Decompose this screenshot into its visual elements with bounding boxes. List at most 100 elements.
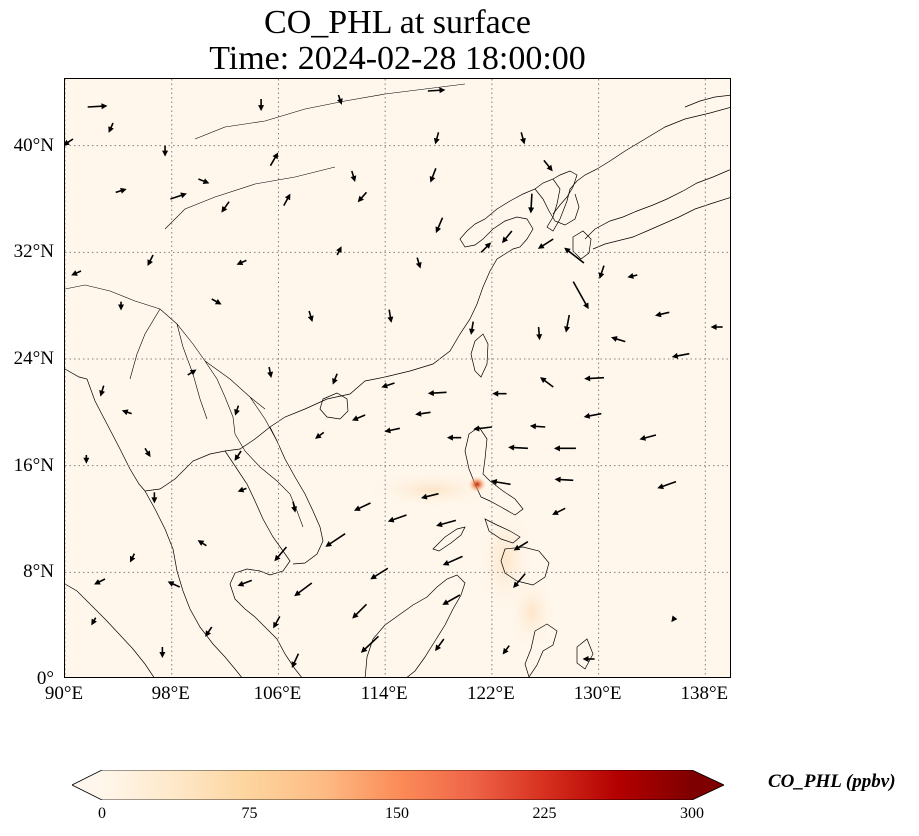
wind-vector (598, 265, 605, 279)
wind-vector (234, 405, 240, 416)
wind-vector (352, 603, 368, 619)
wind-vector (582, 656, 595, 662)
country-borders (65, 83, 466, 528)
wind-vector (187, 369, 197, 376)
wind-vector (118, 301, 125, 311)
wind-vector (473, 425, 492, 432)
wind-vector (492, 390, 507, 397)
wind-vector (537, 238, 554, 249)
korea-peninsula (552, 170, 578, 215)
wind-vector (357, 191, 368, 203)
gulf-thailand-coastline (224, 450, 302, 677)
wind-vector (639, 434, 657, 441)
lon-tick-label: 114°E (360, 683, 408, 704)
lon-tick-label: 98°E (151, 683, 190, 704)
co-plume-layer (361, 469, 557, 653)
wind-vector (584, 375, 604, 382)
wind-vector (420, 492, 439, 500)
wind-vector (387, 309, 394, 323)
wind-vector (627, 272, 638, 279)
wind-vector (115, 187, 127, 194)
wind-vector (350, 170, 357, 182)
wind-vector (427, 390, 447, 397)
colorbar-tick-label: 0 (98, 805, 106, 822)
wind-vector (121, 409, 132, 416)
co-hotspot-manila (468, 476, 487, 493)
colorbar (72, 770, 724, 800)
map-canvas (65, 79, 730, 677)
wind-vector (337, 94, 343, 105)
wind-vector (435, 217, 444, 234)
lat-tick-label: 16°N (13, 454, 54, 476)
wind-vector (162, 145, 169, 157)
wind-vector (671, 615, 678, 623)
wind-vector (387, 514, 407, 523)
wind-vector (508, 444, 528, 451)
wind-vector (167, 581, 181, 588)
wind-vector (258, 99, 265, 112)
wind-vector (415, 410, 431, 417)
wind-vector (332, 373, 338, 385)
wind-vector (436, 519, 457, 528)
wind-vector (197, 540, 207, 547)
colorbar-extend-max (692, 770, 724, 800)
wind-vector (415, 257, 422, 269)
lon-tick-label: 130°E (573, 683, 622, 704)
wind-vector (94, 578, 106, 585)
wind-vector (273, 615, 281, 629)
wind-vector (543, 159, 553, 172)
wind-vector (655, 311, 670, 318)
wind-vector (572, 281, 589, 310)
colorbar-tick-label: 300 (680, 805, 704, 822)
wind-vector (540, 377, 554, 388)
map-time-subtitle: Time: 2024-02-28 18:00:00 (209, 40, 586, 77)
korea-south-coast (534, 188, 580, 226)
lon-tick-label: 106°E (253, 683, 302, 704)
wind-vector (671, 352, 690, 359)
hokkaido-coast (684, 94, 730, 108)
wind-vector (307, 310, 314, 322)
wind-vector (564, 247, 585, 264)
wind-vector (427, 87, 446, 94)
kyushu-island (572, 230, 592, 260)
wind-vector (610, 336, 626, 343)
wind-vector (269, 152, 279, 167)
wind-vector (435, 638, 445, 652)
wind-vector (490, 479, 511, 486)
wind-vector (147, 254, 154, 266)
co-plume (361, 469, 502, 510)
co-hotspot-layer (468, 476, 487, 493)
wind-vector (99, 385, 105, 397)
wind-vector (71, 270, 82, 276)
honshu-south-coast (592, 197, 730, 250)
lat-tick-label: 40°N (13, 134, 54, 156)
colorbar-gradient (102, 770, 692, 800)
indochina-coastline (144, 490, 242, 677)
wind-vector (198, 178, 210, 184)
halmahera-island (576, 638, 594, 670)
lon-tick-label: 138°E (680, 683, 729, 704)
coastlines (65, 83, 730, 677)
map-title: CO_PHL at surface (264, 4, 531, 41)
wind-vector (360, 635, 380, 653)
colorbar-tick-label: 225 (532, 805, 557, 822)
co-plume (506, 572, 557, 653)
wind-vector (91, 617, 97, 626)
lat-tick-label: 0° (36, 668, 54, 689)
wind-vector (237, 486, 247, 493)
lat-tick-label: 32°N (13, 241, 54, 263)
colorbar-label: CO_PHL (ppbv) (768, 771, 896, 792)
wind-vector (267, 366, 274, 378)
wind-vector (429, 168, 437, 183)
colorbar-extend-min (72, 770, 102, 800)
wind-vector (351, 414, 366, 421)
wind-vector (353, 502, 371, 511)
wind-vector (554, 476, 574, 483)
wind-vector (237, 579, 253, 587)
wind-vector (234, 450, 242, 461)
wind-vector (170, 192, 187, 200)
honshu-island (584, 169, 730, 240)
wind-vector (442, 594, 461, 605)
lon-tick-label: 122°E (467, 683, 515, 704)
wind-vector (583, 412, 602, 419)
